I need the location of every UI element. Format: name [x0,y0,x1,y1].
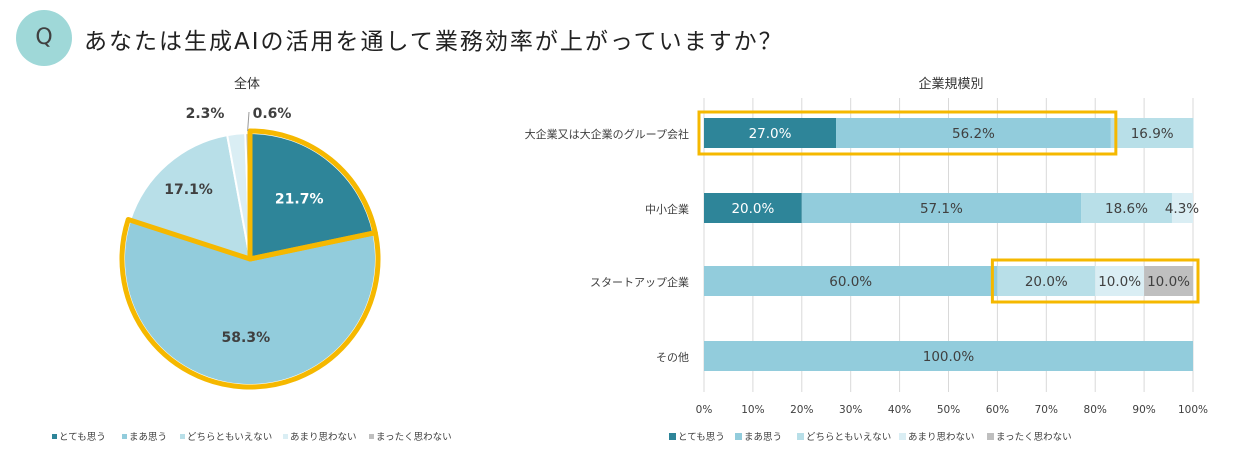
bar-legend-label-4: あまり思わない [908,432,975,443]
pie-legend-label-4: あまり思わない [290,432,357,443]
bar-category-label-1: 大企業又は大企業のグループ会社 [525,127,689,141]
bar-highlight-box-1 [697,110,1118,156]
bar-data-label-r3-s2: 60.0% [829,274,872,290]
bar-segment-r3-s4 [1095,266,1145,296]
pie-highlight-outline-2 [119,216,381,390]
pie-label-2: 58.3% [222,330,271,346]
bar-legend-swatch-5 [987,433,994,440]
bar-segment-r3-s3 [997,266,1096,296]
bar-data-label-r1-s1: 27.0% [749,126,792,142]
pie-highlight-outline-1 [247,128,378,262]
bar-legend-label-3: どちらともいえない [806,432,891,443]
bar-xtick-label: 20% [790,404,813,416]
pie-leader-line [247,111,250,132]
bar-xtick-label: 0% [696,404,713,416]
bar-xtick-label: 90% [1132,404,1155,416]
bar-legend-label-1: とても思う [678,432,725,443]
pie-legend-swatch-1 [52,434,57,439]
pie-legend-swatch-2 [122,434,127,439]
bar-title: 企業規模別 [918,76,983,92]
bar-xtick-label: 10% [741,404,764,416]
bar-xtick-label: 60% [986,404,1009,416]
bar-legend-swatch-4 [899,433,906,440]
bar-category-label-4: その他 [656,351,689,364]
pie-title: 全体 [234,76,260,92]
bar-segment-r2-s4 [1171,193,1193,223]
pie-legend-label-2: まあ思う [129,432,167,443]
question-badge: Q [16,10,72,66]
bar-legend-swatch-1 [669,433,676,440]
bar-legend-swatch-3 [797,433,804,440]
bar-chart-by-company-size: 企業規模別 0% 10% 20% 30% 40% 50% 60% 70% 80% 90% 100% 大企… [525,76,1208,443]
bar-data-label-r3-s3: 20.0% [1025,274,1068,290]
bar-legend-swatch-2 [735,433,742,440]
bar-xtick-label: 40% [888,404,911,416]
bar-data-label-r1-s3: 16.9% [1131,126,1174,142]
bar-xtick-label: 80% [1084,404,1107,416]
bar-data-label-r2-s4: 4.3% [1165,201,1199,217]
pie-legend-swatch-4 [283,434,288,439]
bar-segment-r1-s3 [1110,118,1194,148]
bar-category-label-2: 中小企業 [645,202,689,216]
bar-segment-r2-s2 [801,193,1082,223]
pie-legend-swatch-3 [180,434,185,439]
bar-legend-label-5: まったく思わない [996,432,1072,443]
bar-category-label-3: スタートアップ企業 [590,275,689,289]
bar-segment-r2-s1 [704,193,802,223]
bar-segment-r1-s1 [704,118,837,148]
pie-legend-label-3: どちらともいえない [187,432,272,443]
pie-label-4: 2.3% [186,106,225,122]
bar-data-label-r3-s4: 10.0% [1098,274,1141,290]
bar-data-label-r3-s5: 10.0% [1147,274,1190,290]
bar-segment-r2-s3 [1081,193,1172,223]
pie-chart-overall: 全体 21.7% 58.3% 17.1% 2.3% 0.6% とても思う まあ思う どちらともい… [52,76,452,443]
bar-xtick-label: 30% [839,404,862,416]
bar-data-label-r2-s3: 18.6% [1105,201,1148,217]
pie-legend-label-1: とても思う [59,432,106,443]
bar-segment-r1-s2 [836,118,1111,148]
pie-legend-label-5: まったく思わない [376,432,452,443]
bar-highlight-box-2 [990,258,1200,304]
pie-label-1: 21.7% [275,191,324,207]
bar-data-label-r2-s2: 57.1% [920,201,963,217]
bar-segment-r3-s2 [704,266,998,296]
pie-label-3: 17.1% [164,182,213,198]
bar-data-label-r2-s1: 20.0% [731,201,774,217]
bar-data-label-r4-s2: 100.0% [923,349,975,365]
question-text: あなたは生成AIの活用を通して業務効率が上がっていますか？ [84,29,784,55]
bar-xtick-label: 70% [1035,404,1058,416]
pie-label-5: 0.6% [253,106,292,122]
question-badge-letter: Q [35,25,53,50]
bar-xtick-label: 50% [937,404,960,416]
bar-xtick-label: 100% [1178,404,1208,416]
bar-segment-r3-s5 [1144,266,1193,296]
bar-segment-r4-s2 [704,341,1193,371]
bar-data-label-r1-s2: 56.2% [952,126,995,142]
bar-legend-label-2: まあ思う [744,432,782,443]
pie-legend-swatch-5 [369,434,374,439]
